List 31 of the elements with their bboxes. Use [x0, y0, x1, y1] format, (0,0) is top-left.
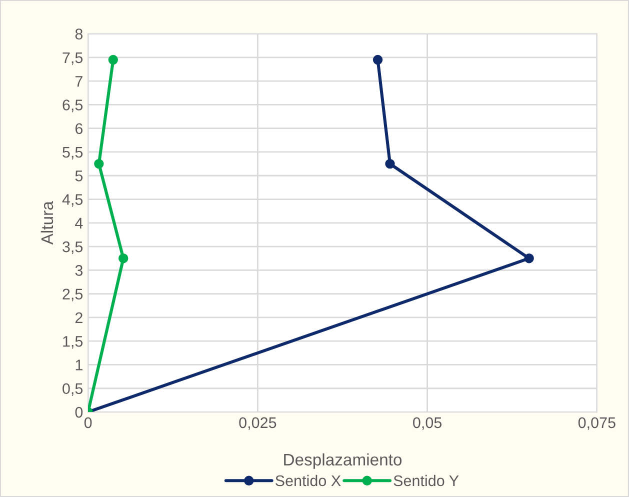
y-tick-label: 1 [76, 360, 82, 370]
point [118, 254, 128, 264]
y-tick-label: 4 [75, 218, 83, 228]
point [108, 54, 118, 65]
legend-label: Sentido X [276, 474, 341, 486]
y-tick-label: 2 [75, 312, 82, 323]
x-tick-label: 0,075 [578, 417, 616, 430]
y-tick-label: 3 [75, 265, 83, 276]
y-tick-label: 2,5 [62, 288, 83, 302]
x-tick-label: 0,05 [413, 417, 442, 430]
point [385, 158, 395, 169]
x-axis-title: Desplazamiento [284, 453, 402, 469]
y-tick-label: 6 [75, 123, 83, 134]
y-tick-label: 4,5 [62, 194, 83, 207]
y-tick-label: 3,5 [62, 241, 83, 254]
point [372, 54, 383, 65]
point [94, 158, 104, 169]
legend-label: Sentido Y [394, 474, 459, 486]
y-tick-label: 0 [75, 406, 83, 418]
y-tick-label: 6,5 [62, 100, 83, 112]
y-tick-label: 1,5 [63, 336, 83, 349]
point [524, 254, 534, 264]
x-tick-label: 0 [84, 417, 92, 428]
x-tick-label: 0,025 [239, 417, 276, 430]
y-tick-label: 7 [75, 76, 82, 87]
y-tick-label: 8 [75, 28, 83, 40]
y-tick-label: 5 [75, 170, 83, 182]
y-tick-label: 5,5 [62, 147, 83, 160]
y-axis-title: Altura [40, 201, 54, 245]
y-tick-label: 0,5 [62, 383, 83, 396]
y-tick-label: 7,5 [62, 52, 83, 65]
